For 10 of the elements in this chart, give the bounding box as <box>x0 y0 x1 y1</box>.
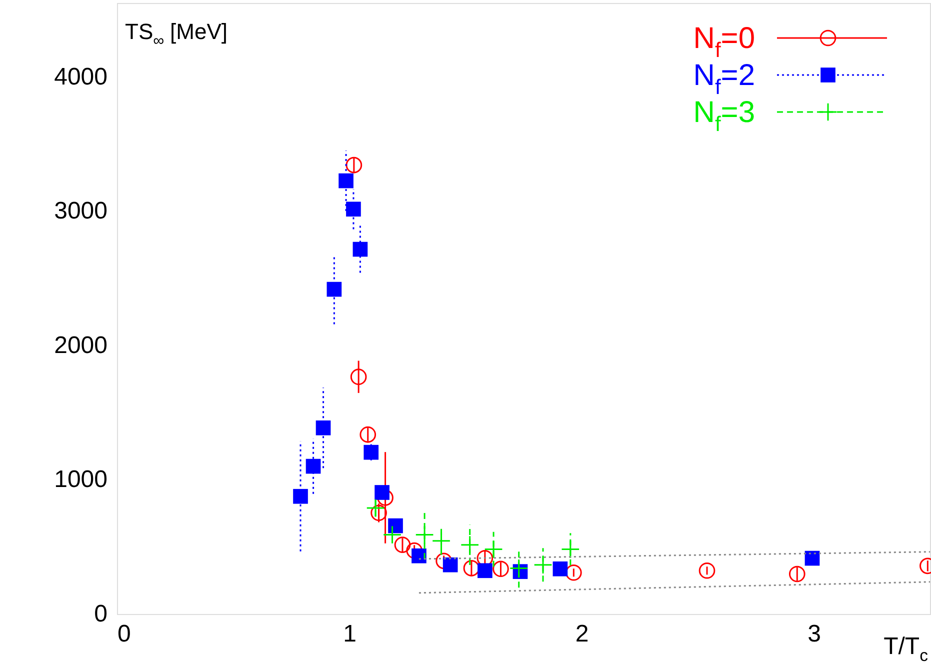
x-tick-label: 1 <box>343 620 356 648</box>
y-tick-label: 0 <box>94 600 108 628</box>
x-tick-label: 0 <box>118 620 131 648</box>
x-tick-label: 3 <box>808 620 822 648</box>
y-axis-title: TS∞ [MeV] <box>125 19 228 50</box>
y-tick-label: 1000 <box>54 466 108 494</box>
y-tick-label: 3000 <box>54 198 108 225</box>
x-tick-label: 2 <box>575 620 589 648</box>
y-tick-label: 2000 <box>54 332 108 359</box>
y-tick-label: 4000 <box>54 63 108 90</box>
